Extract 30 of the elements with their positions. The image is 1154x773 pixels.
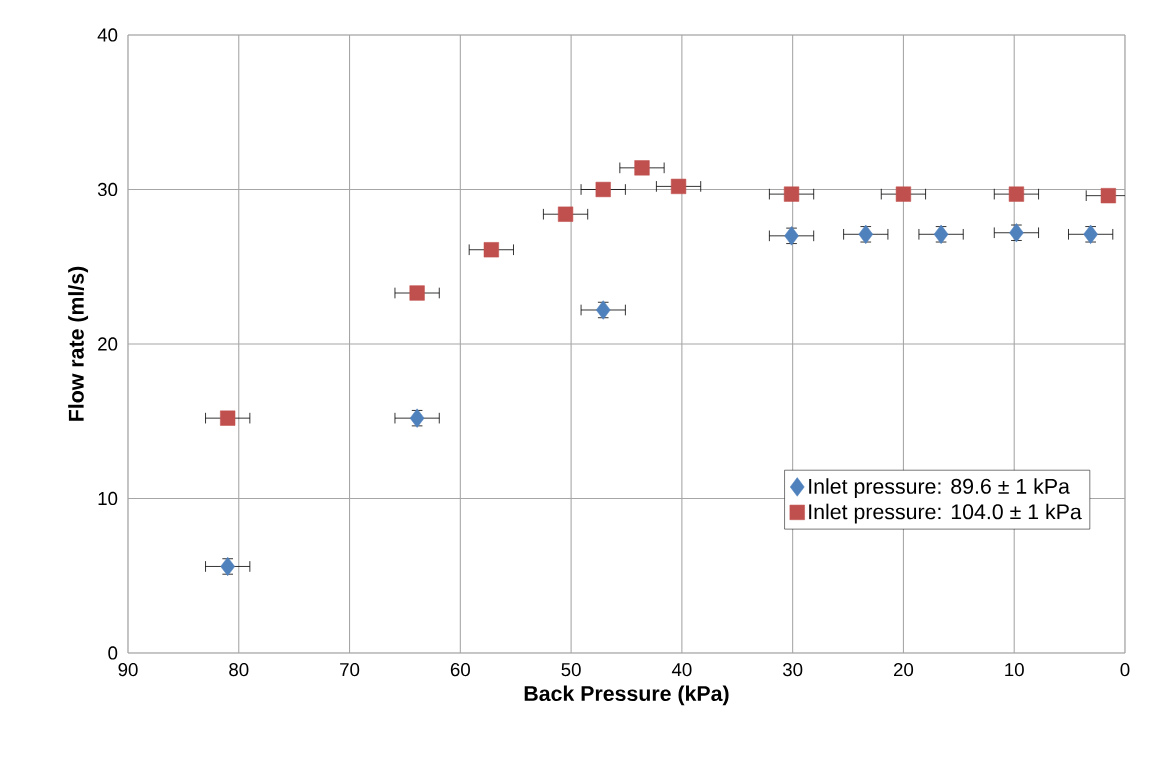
point bbox=[783, 186, 800, 202]
legend-label: Inlet pressure: 89.6 ± 1 kPa bbox=[809, 478, 1070, 499]
point bbox=[557, 206, 574, 222]
point bbox=[895, 186, 912, 202]
x-tick-label: 70 bbox=[340, 663, 360, 677]
y-axis-title: Flow rate (ml/s) bbox=[68, 266, 89, 421]
x-tick-label: 0 bbox=[1120, 663, 1130, 677]
point bbox=[1100, 188, 1116, 204]
x-tick-label: 40 bbox=[671, 663, 692, 677]
x-tick-label: 90 bbox=[118, 663, 138, 677]
point bbox=[634, 160, 650, 176]
y-tick-label: 40 bbox=[97, 28, 118, 42]
point bbox=[670, 178, 687, 195]
point bbox=[483, 242, 499, 258]
y-tick-label: 0 bbox=[108, 646, 118, 660]
y-tick-label: 30 bbox=[97, 182, 118, 197]
x-tick-label: 10 bbox=[1005, 663, 1024, 677]
x-tick-label: 80 bbox=[229, 663, 249, 677]
x-tick-label: 30 bbox=[782, 663, 803, 677]
y-tick-label: 20 bbox=[98, 337, 118, 351]
point bbox=[409, 285, 425, 301]
x-axis-title: Back Pressure (kPa) bbox=[524, 685, 729, 706]
x-tick-label: 20 bbox=[893, 663, 914, 677]
y-tick-label: 10 bbox=[98, 491, 118, 506]
x-tick-label: 50 bbox=[561, 663, 581, 677]
legend-label: Inlet pressure: 104.0 ± 1 kPa bbox=[809, 503, 1082, 524]
point bbox=[1008, 186, 1025, 202]
x-tick-label: 60 bbox=[450, 663, 470, 677]
point bbox=[220, 410, 236, 426]
point bbox=[595, 181, 611, 198]
